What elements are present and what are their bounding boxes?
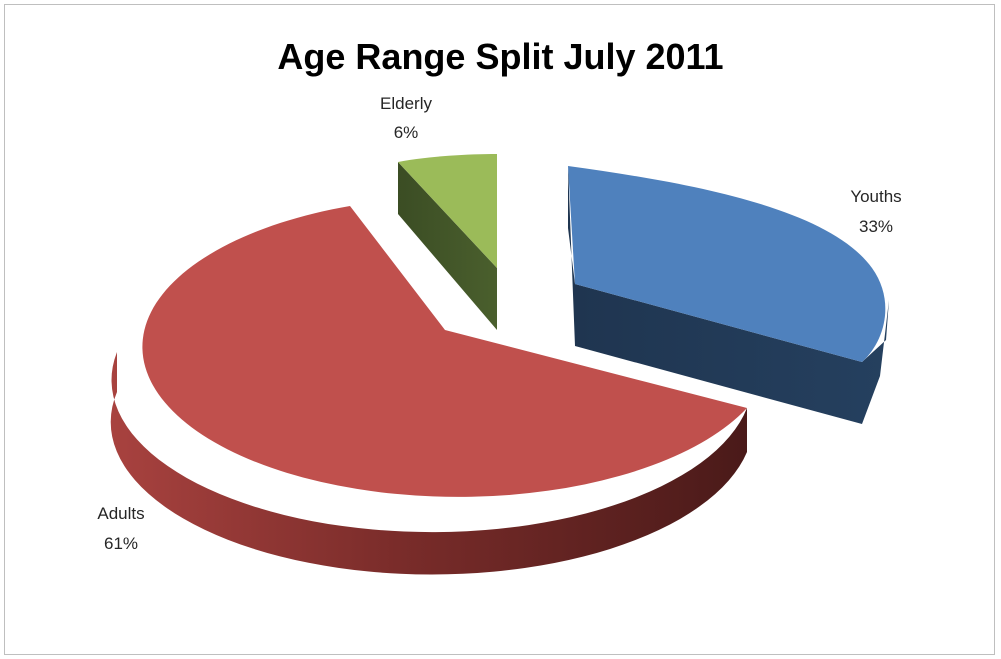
slice-elderly xyxy=(398,154,497,330)
slice-youths-side-inner xyxy=(568,166,575,346)
label-elderly-name: Elderly xyxy=(380,94,432,113)
label-youths-name: Youths xyxy=(850,187,901,206)
slice-youths-side xyxy=(575,284,889,424)
label-youths-pct: 33% xyxy=(859,217,893,236)
slice-elderly-top xyxy=(398,154,497,268)
slice-youths-top xyxy=(568,166,886,362)
slice-elderly-side xyxy=(398,162,497,330)
slice-adults-top xyxy=(142,206,747,497)
slice-adults-side xyxy=(110,352,747,575)
label-adults-name: Adults xyxy=(97,504,144,523)
label-elderly-pct: 6% xyxy=(394,123,419,142)
label-adults-pct: 61% xyxy=(104,534,138,553)
chart-title: Age Range Split July 2011 xyxy=(277,36,724,77)
slice-youths xyxy=(568,166,889,424)
slice-adults xyxy=(110,206,747,575)
